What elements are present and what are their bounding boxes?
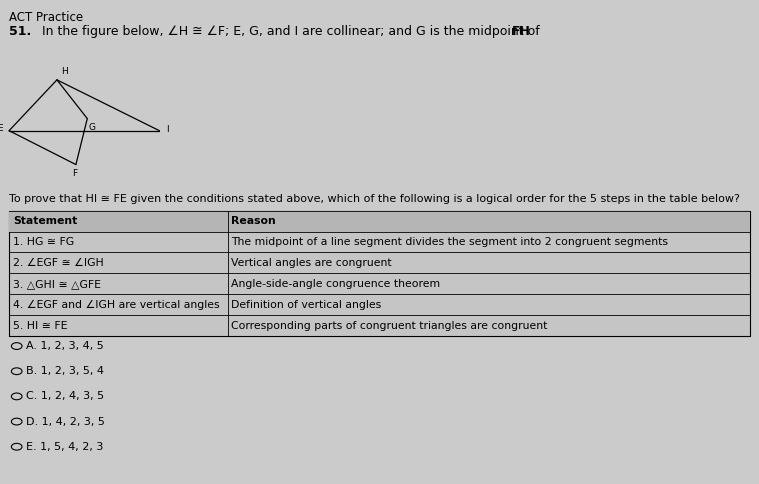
Text: 1. HG ≅ FG: 1. HG ≅ FG — [13, 237, 74, 247]
Text: E. 1, 5, 4, 2, 3: E. 1, 5, 4, 2, 3 — [26, 442, 103, 452]
Text: FH: FH — [512, 25, 531, 38]
Text: Definition of vertical angles: Definition of vertical angles — [231, 300, 382, 310]
Text: 5. HI ≅ FE: 5. HI ≅ FE — [13, 321, 68, 331]
Text: Statement: Statement — [13, 216, 77, 226]
Bar — [9, 211, 750, 231]
Text: Reason: Reason — [231, 216, 276, 226]
Text: Angle-side-angle congruence theorem: Angle-side-angle congruence theorem — [231, 279, 440, 289]
Text: E: E — [0, 124, 2, 133]
Text: 2. ∠EGF ≅ ∠IGH: 2. ∠EGF ≅ ∠IGH — [13, 258, 104, 268]
Text: 51.: 51. — [9, 25, 31, 38]
Text: B. 1, 2, 3, 5, 4: B. 1, 2, 3, 5, 4 — [26, 366, 104, 376]
Text: G: G — [89, 123, 96, 132]
Text: In the figure below, ∠H ≅ ∠F; E, G, and I are collinear; and G is the midpoint o: In the figure below, ∠H ≅ ∠F; E, G, and … — [38, 25, 543, 38]
Text: 4. ∠EGF and ∠IGH are vertical angles: 4. ∠EGF and ∠IGH are vertical angles — [13, 300, 219, 310]
Text: Vertical angles are congruent: Vertical angles are congruent — [231, 258, 392, 268]
Text: 3. △GHI ≅ △GFE: 3. △GHI ≅ △GFE — [13, 279, 101, 289]
Bar — [9, 211, 750, 336]
Text: D. 1, 4, 2, 3, 5: D. 1, 4, 2, 3, 5 — [26, 417, 105, 426]
Text: H: H — [61, 66, 68, 76]
Text: C. 1, 2, 4, 3, 5: C. 1, 2, 4, 3, 5 — [26, 392, 104, 401]
Text: A. 1, 2, 3, 4, 5: A. 1, 2, 3, 4, 5 — [26, 341, 103, 351]
Text: F: F — [72, 169, 77, 178]
Text: ACT Practice: ACT Practice — [9, 11, 83, 24]
Text: I: I — [166, 125, 168, 134]
Text: The midpoint of a line segment divides the segment into 2 congruent segments: The midpoint of a line segment divides t… — [231, 237, 669, 247]
Text: Corresponding parts of congruent triangles are congruent: Corresponding parts of congruent triangl… — [231, 321, 548, 331]
Text: To prove that HI ≅ FE given the conditions stated above, which of the following : To prove that HI ≅ FE given the conditio… — [9, 194, 740, 204]
